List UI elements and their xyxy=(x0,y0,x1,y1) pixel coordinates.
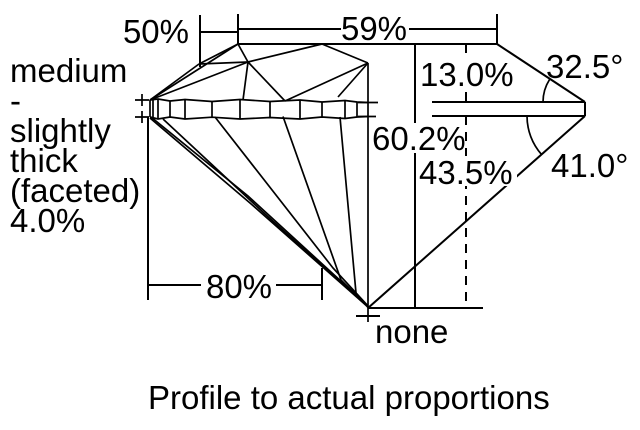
diagram-caption: Profile to actual proportions xyxy=(148,379,550,416)
girdle-bottom-edge xyxy=(149,115,369,120)
total-depth-label: 60.2% xyxy=(372,120,466,157)
pavilion-slope-right xyxy=(367,115,586,309)
girdle-desc-line-1: medium xyxy=(10,52,127,89)
lower-girdle-label: 80% xyxy=(206,268,272,305)
girdle-desc-line-3: slightly xyxy=(10,112,111,149)
girdle-desc-line-5: (faceted) xyxy=(10,172,140,209)
girdle-desc-line-2: - xyxy=(10,82,21,119)
star-length-label: 50% xyxy=(123,13,189,50)
crown-angle-label: 32.5° xyxy=(546,48,623,85)
table-size-label: 59% xyxy=(341,10,407,47)
pavilion-angle-label: 41.0° xyxy=(551,147,628,184)
dimension-lines xyxy=(135,14,585,317)
crown-height-label: 13.0% xyxy=(420,56,514,93)
culet-label: none xyxy=(375,313,448,350)
pavilion-depth-label: 43.5% xyxy=(419,154,513,191)
girdle-thickness-ticks xyxy=(135,94,149,123)
diamond-outline xyxy=(238,43,586,309)
crown-facets xyxy=(149,43,369,102)
measurement-labels: 50% 59% 13.0% 32.5° 60.2% 43.5% 41.0° 80… xyxy=(123,10,629,350)
label-backgrounds xyxy=(371,59,517,186)
crown-angle-arc xyxy=(542,78,551,103)
pavilion-facets xyxy=(149,63,369,322)
girdle-desc-line-4: thick xyxy=(10,142,78,179)
girdle-band xyxy=(149,98,378,120)
girdle-top-edge xyxy=(149,98,369,104)
crown-slope-right xyxy=(496,43,586,103)
girdle-description: medium - slightly thick (faceted) 4.0% xyxy=(10,52,140,239)
pavilion-angle-arc xyxy=(526,115,543,155)
girdle-desc-line-6: 4.0% xyxy=(10,202,85,239)
